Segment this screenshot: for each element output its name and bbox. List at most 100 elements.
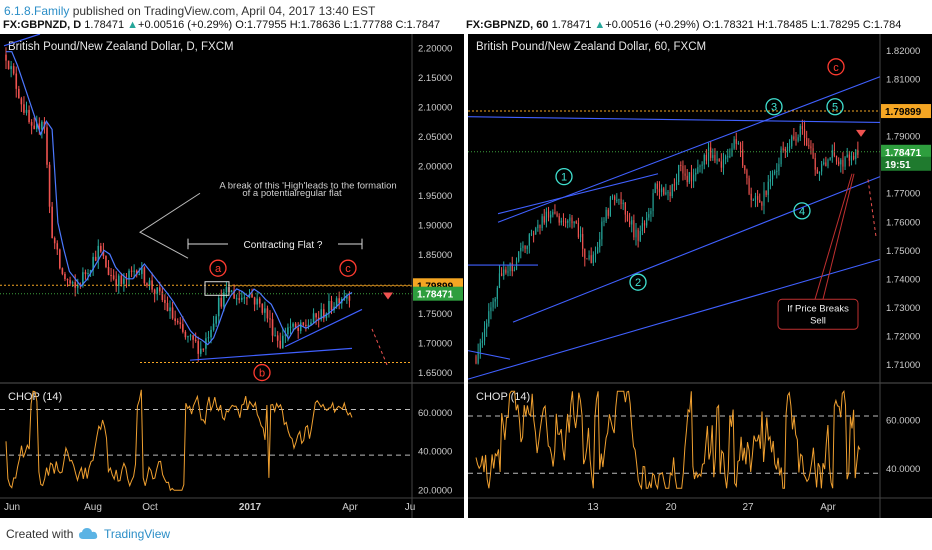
candle-body (720, 161, 722, 168)
candle-body (661, 188, 663, 193)
candle-body (744, 165, 746, 171)
candle-body (141, 267, 143, 275)
candle-body (138, 274, 141, 276)
candle-body (74, 282, 76, 288)
candle-body (584, 248, 586, 259)
candle-body (562, 220, 565, 222)
price-tick-label: 2.10000 (418, 103, 452, 114)
candle-body (535, 228, 537, 235)
candle-body (230, 290, 233, 293)
indicator-tick-label: 60.0000 (886, 415, 920, 426)
callout-pointer (822, 173, 855, 300)
channel-line (468, 116, 881, 123)
time-tick-label: Apr (342, 502, 358, 513)
up-arrow-icon: ▲ (594, 19, 606, 31)
left-open: O:1.77955 (235, 19, 287, 31)
candle-body (735, 139, 737, 144)
candle-body (675, 181, 678, 185)
candle-body (586, 258, 588, 260)
chop-oscillator-line (5, 389, 353, 492)
candle-body (23, 104, 25, 113)
candle-body (707, 147, 710, 161)
candle-body (207, 337, 210, 339)
candle-body (135, 270, 138, 275)
candle-body (238, 298, 241, 300)
candle-body (299, 322, 302, 331)
candle-body (667, 192, 669, 194)
candle-body (742, 149, 744, 166)
candle-body (575, 221, 577, 224)
left-change: +0.00516 (+0.29%) (138, 19, 233, 31)
candle-body (806, 137, 808, 146)
hourly-chart-svg[interactable]: 1.820001.810001.800001.790001.780001.770… (468, 34, 932, 518)
candle-body (176, 321, 179, 323)
candle-body (64, 273, 66, 280)
daily-chart-svg[interactable]: 2.20000 2.15000 2.10000 2.05000 2.00000 1.950… (0, 34, 464, 518)
candle-body (588, 255, 590, 259)
candle-body (87, 273, 89, 275)
channel-line (468, 350, 511, 360)
daily-chart-panel[interactable]: 2.20000 2.15000 2.10000 2.05000 2.00000 1.950… (0, 34, 464, 518)
candle-body (12, 66, 15, 74)
candle-body (348, 296, 351, 301)
candle-body (97, 245, 100, 261)
candle-body (611, 196, 614, 198)
tradingview-cloud-icon (79, 528, 98, 539)
wave-label-circle (629, 273, 647, 291)
candle-body (266, 308, 269, 319)
candle-body (513, 269, 515, 272)
left-low: L:1.77788 (343, 19, 393, 31)
candle-body (629, 221, 631, 225)
left-symbol[interactable]: FX:GBPNZD, D (3, 19, 82, 31)
candle-body (194, 339, 197, 342)
candle-body (92, 256, 94, 270)
candle-body (94, 256, 97, 261)
candle-body (328, 300, 330, 314)
candle-body (797, 137, 799, 141)
candle-body (310, 322, 312, 325)
candle-body (857, 149, 859, 155)
candle-body (646, 217, 648, 226)
candle-body (599, 239, 601, 248)
candle-body (729, 156, 731, 158)
wave-label: 5 (832, 102, 838, 114)
candle-body (697, 167, 699, 173)
candle-body (483, 328, 486, 341)
candle-body (731, 148, 733, 157)
wave-label-circle (827, 58, 845, 76)
candle-body (607, 209, 609, 216)
candle-body (509, 263, 511, 272)
candle-body (335, 298, 338, 307)
tradingview-brand[interactable]: TradingView (104, 527, 171, 541)
candle-body (601, 221, 603, 240)
publish-info: 6.1.8.Family published on TradingView.co… (4, 4, 375, 18)
candle-body (547, 211, 550, 218)
candle-body (520, 247, 522, 252)
candle-body (289, 326, 292, 328)
publish-text: published on TradingView.com, April 04, … (72, 4, 376, 18)
time-tick-label: 2017 (239, 502, 262, 513)
candle-body (325, 313, 328, 319)
candle-body (754, 196, 757, 200)
candle-body (279, 340, 282, 349)
right-open: O:1.78321 (702, 19, 754, 31)
candle-body (671, 184, 673, 197)
left-high: H:1.78636 (289, 19, 341, 31)
time-tick-label: Jun (4, 502, 20, 513)
time-tick-label: Aug (84, 502, 102, 513)
author-link[interactable]: 6.1.8.Family (4, 4, 70, 18)
time-tick-label: 27 (742, 502, 754, 513)
candle-body (635, 229, 637, 238)
candle-body (539, 224, 541, 229)
candle-body (153, 289, 156, 294)
candle-body (573, 221, 575, 224)
candle-body (682, 165, 684, 174)
candle-body (274, 335, 276, 337)
candle-body (498, 273, 501, 288)
indicator-tick-label: 40.0000 (886, 464, 920, 475)
right-symbol[interactable]: FX:GBPNZD, 60 (466, 19, 549, 31)
hourly-chart-panel[interactable]: 1.820001.810001.800001.790001.780001.770… (468, 34, 932, 518)
candle-body (793, 136, 795, 140)
indicator-name: CHOP (14) (476, 391, 530, 403)
candle-body (530, 233, 533, 235)
